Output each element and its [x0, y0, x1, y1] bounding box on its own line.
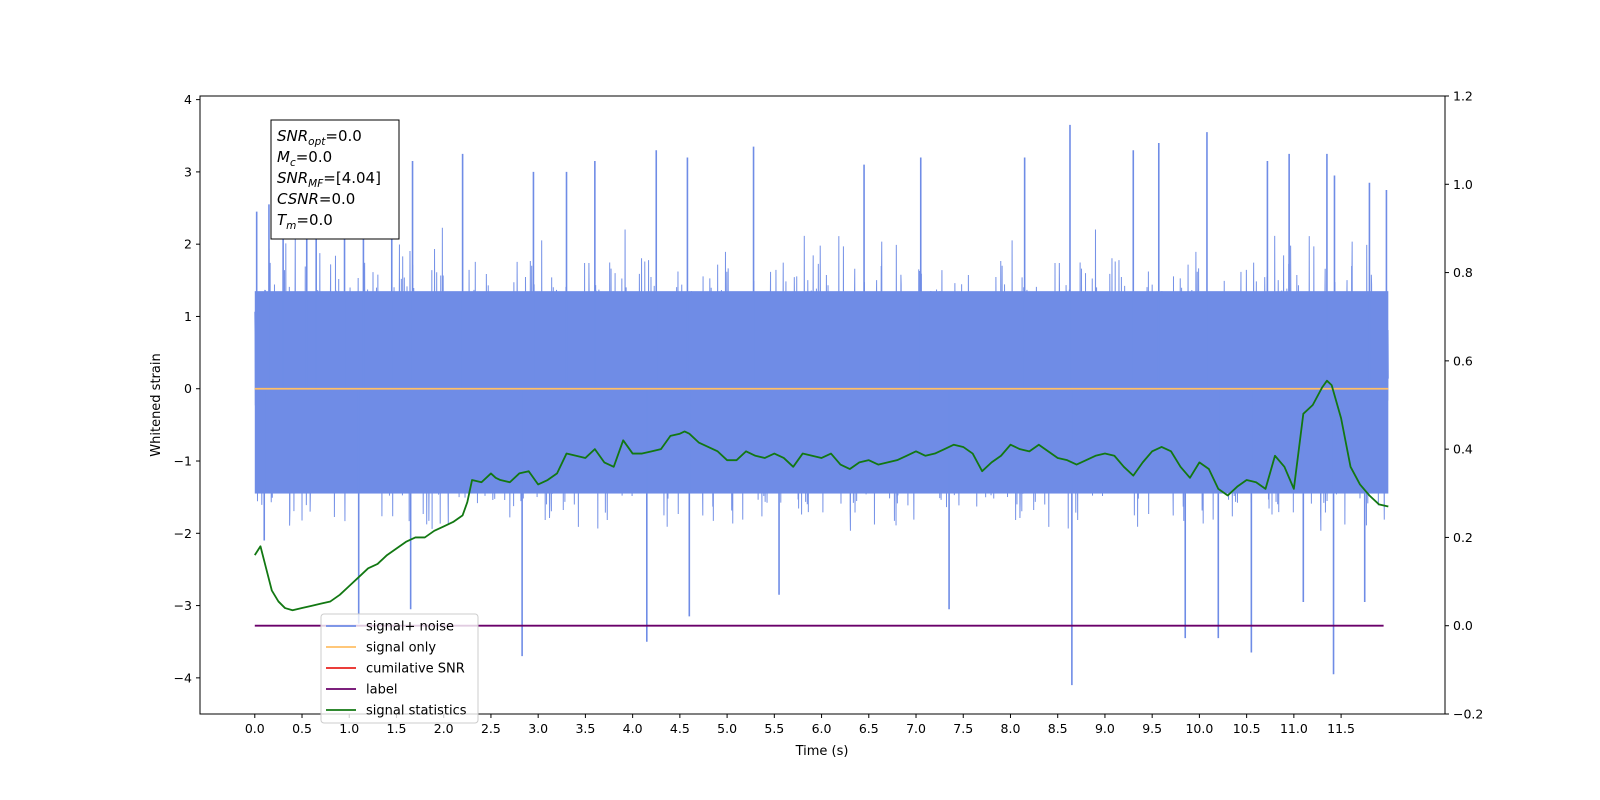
- legend-label: signal statistics: [366, 704, 467, 719]
- y-tick-label: −3: [174, 598, 192, 613]
- x-tick-label: 4.5: [670, 721, 690, 736]
- x-tick-label: 11.5: [1327, 721, 1355, 736]
- annotation-line: SNRMF=[4.04]: [277, 169, 381, 190]
- y-tick-label: −1: [174, 454, 192, 469]
- signal-plus-noise-core: [254, 291, 1389, 494]
- legend-label: signal+ noise: [366, 620, 454, 635]
- x-tick-label: 2.5: [481, 721, 501, 736]
- y-tick-label: 2: [184, 237, 192, 252]
- x-tick-label: 9.5: [1142, 721, 1162, 736]
- x-tick-label: 8.5: [1048, 721, 1068, 736]
- x-tick-label: 5.5: [764, 721, 784, 736]
- y-tick-label: 4: [184, 92, 192, 107]
- right-y-tick-label: 0.2: [1453, 530, 1473, 545]
- legend-label: cumilative SNR: [366, 662, 465, 677]
- legend-box: [320, 613, 479, 724]
- x-tick-label: 7.5: [953, 721, 973, 736]
- axes-frame: [199, 95, 1446, 715]
- x-tick-label: 2.0: [434, 721, 454, 736]
- x-axis-ticks: 0.0 0.5 1.0 1.5 2.0 2.5 3.0 3.5 4.0 4.5 5.0 5.5 6.0 6…: [245, 714, 1355, 736]
- x-tick-label: 8.0: [1001, 721, 1021, 736]
- x-tick-label: 7.0: [906, 721, 926, 736]
- plot-area: [254, 124, 1389, 686]
- annotation-line: Tm=0.0: [277, 211, 333, 232]
- x-tick-label: 9.0: [1095, 721, 1115, 736]
- y-tick-label: 1: [184, 309, 192, 324]
- right-y-tick-label: 1.0: [1453, 177, 1473, 192]
- x-tick-label: 1.5: [387, 721, 407, 736]
- y-tick-label: −4: [174, 670, 192, 685]
- right-y-tick-label: 1.2: [1453, 89, 1473, 104]
- x-tick-label: 11.0: [1280, 721, 1308, 736]
- annotation-line: SNRopt=0.0: [277, 127, 362, 148]
- x-axis-label: Time (s): [795, 744, 849, 759]
- annotation-line: Mc=0.0: [277, 148, 332, 169]
- annotation-line: CSNR=0.0: [277, 190, 355, 208]
- legend-label: signal only: [366, 641, 436, 656]
- right-y-tick-label: 0.4: [1453, 442, 1473, 457]
- x-tick-label: 10.0: [1185, 721, 1213, 736]
- x-tick-label: 0.5: [292, 721, 312, 736]
- x-tick-label: 10.5: [1233, 721, 1261, 736]
- right-y-tick-label: 0.0: [1453, 618, 1473, 633]
- legend: signal+ noise signal only cumilative SNR la…: [320, 613, 479, 724]
- x-tick-label: 3.0: [528, 721, 548, 736]
- x-tick-label: 4.0: [623, 721, 643, 736]
- x-tick-label: 5.0: [717, 721, 737, 736]
- right-y-tick-label: −0.2: [1453, 707, 1483, 722]
- y-tick-label: 3: [184, 164, 192, 179]
- y-axis-ticks: 4 3 2 1 0 −1 −2 −3 −4: [174, 92, 200, 685]
- x-tick-label: 6.5: [859, 721, 879, 736]
- right-y-tick-label: 0.8: [1453, 265, 1473, 280]
- y-axis-label: Whitened strain: [149, 353, 164, 456]
- x-tick-label: 3.5: [575, 721, 595, 736]
- right-y-tick-label: 0.6: [1453, 353, 1473, 368]
- legend-label: label: [366, 683, 397, 698]
- x-tick-label: 1.0: [339, 721, 359, 736]
- y-tick-label: 0: [184, 381, 192, 396]
- signal-plus-noise-series: [254, 124, 1389, 686]
- y-tick-label: −2: [174, 526, 192, 541]
- x-tick-label: 6.0: [812, 721, 832, 736]
- signal-statistics-line: [254, 379, 1389, 612]
- right-y-axis-ticks: 1.2 1.0 0.8 0.6 0.4 0.2 0.0 −0.2: [1445, 89, 1483, 722]
- annotation-border: [270, 119, 400, 240]
- x-tick-label: 0.0: [245, 721, 265, 736]
